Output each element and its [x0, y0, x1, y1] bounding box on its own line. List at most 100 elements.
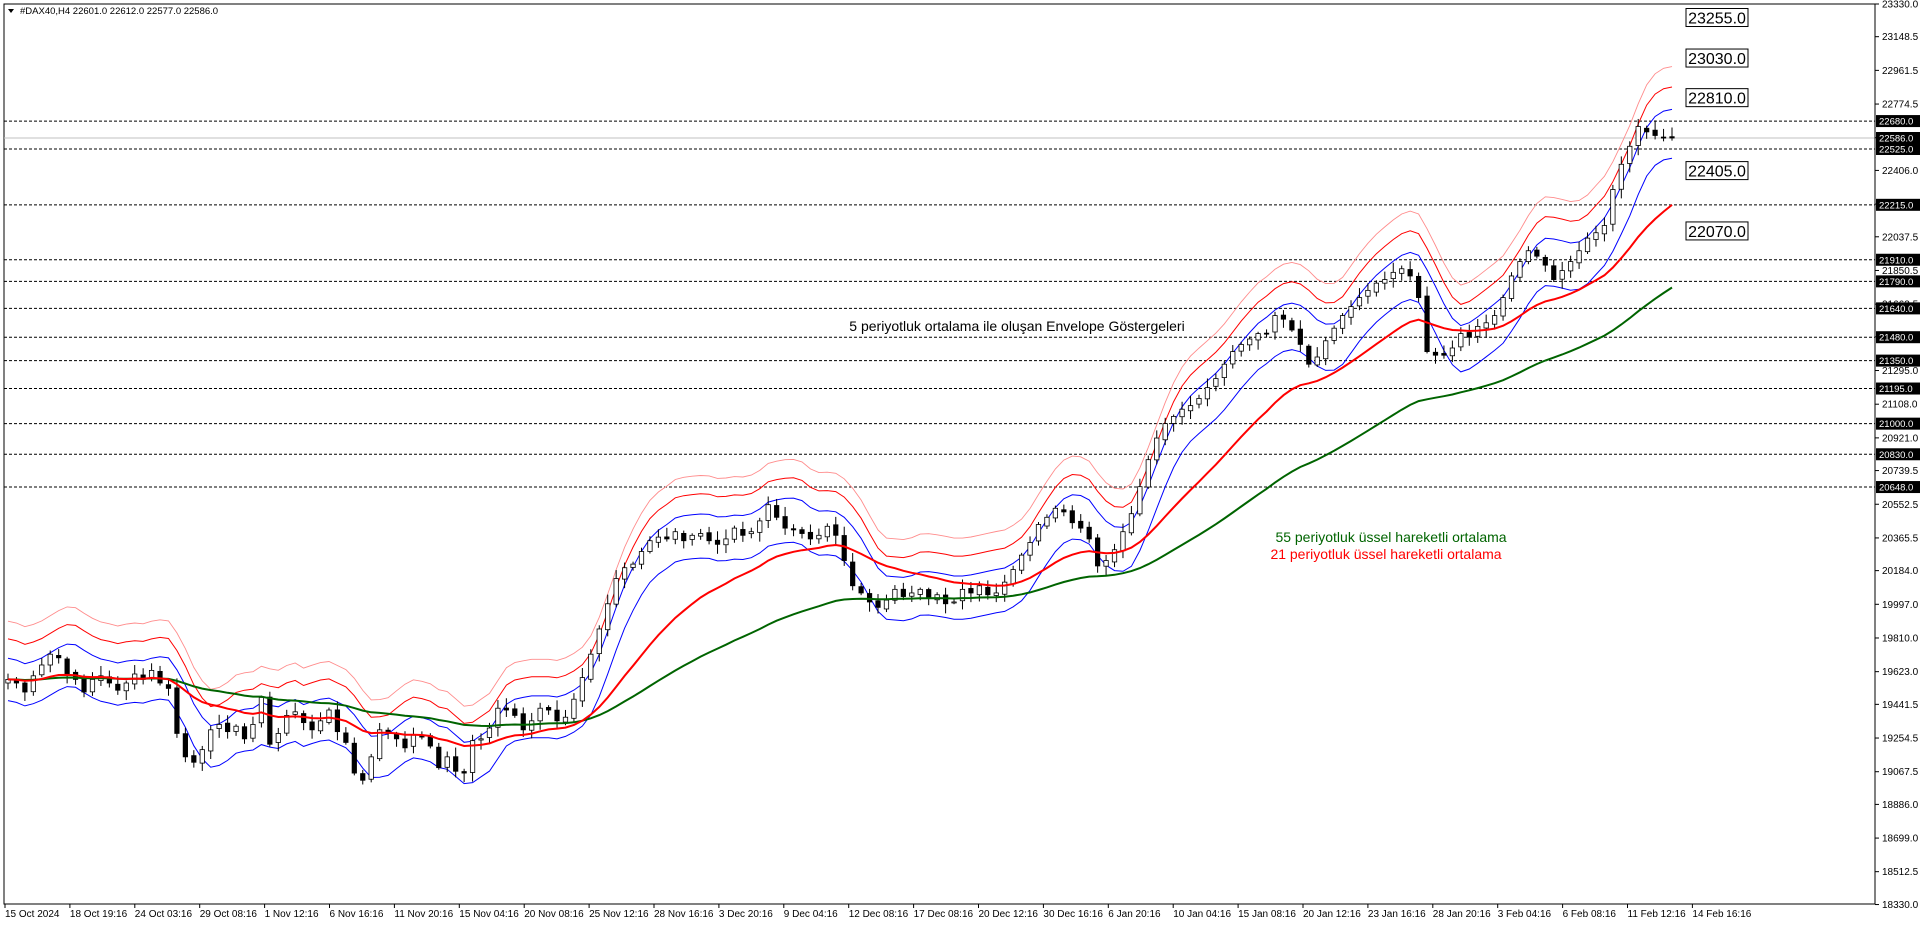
- candle-body: [1441, 353, 1447, 356]
- level-tag-label: 20648.0: [1879, 483, 1913, 494]
- candle-body: [199, 749, 205, 764]
- candle-body: [1559, 270, 1565, 280]
- candle-body: [858, 586, 864, 594]
- candle-body: [1238, 344, 1244, 352]
- time-tick-label: 11 Nov 20:16: [394, 909, 453, 920]
- level-label-text: 22405.0: [1688, 164, 1746, 181]
- candle-body: [1458, 333, 1464, 348]
- candle-body: [1534, 249, 1540, 257]
- level-tag-box: [1876, 448, 1920, 461]
- candle-body: [1044, 516, 1050, 527]
- time-tick-label: 28 Jan 20:16: [1433, 909, 1491, 920]
- candle-body: [1627, 145, 1633, 164]
- candle-body: [909, 592, 915, 597]
- candle-body: [208, 729, 214, 752]
- candle-body: [1019, 554, 1025, 571]
- candle-body: [757, 520, 763, 533]
- candle-body: [833, 524, 839, 536]
- candle-body: [1593, 232, 1599, 240]
- candle-body: [706, 532, 712, 542]
- envelope-annotation: 5 periyotluk ortalama ile oluşan Envelop…: [849, 318, 1184, 334]
- candle-body: [1289, 320, 1295, 331]
- time-axis: 15 Oct 2024 18 Oct 19:16 24 Oct 03:16 29 Oc…: [4, 903, 1875, 920]
- candle-body: [225, 722, 231, 733]
- candle-body: [993, 592, 999, 596]
- candle-body: [630, 563, 636, 568]
- candle-body: [1323, 340, 1329, 360]
- candle-body: [174, 687, 180, 734]
- upper-envelope-inner: [7, 108, 1673, 743]
- candle-body: [748, 531, 754, 535]
- time-tick-label: 9 Dec 04:16: [784, 909, 838, 920]
- candle-body: [275, 733, 281, 743]
- candle-body: [1078, 520, 1084, 529]
- candle-body: [1407, 269, 1413, 277]
- candle-body: [1669, 136, 1675, 139]
- time-tick-label: 11 Feb 12:16: [1628, 909, 1687, 920]
- candle-body: [334, 709, 341, 733]
- candle-body: [1213, 378, 1219, 387]
- candle-body: [1154, 437, 1160, 461]
- level-label-box: [1685, 221, 1749, 241]
- candle-body: [664, 536, 670, 540]
- level-tag-box: [1876, 198, 1920, 211]
- candle-body: [1610, 189, 1616, 225]
- candle-body: [1061, 509, 1067, 513]
- price-tick-label: 18512.5: [1882, 867, 1919, 878]
- candle-body: [579, 677, 585, 702]
- time-tick-label: 6 Nov 16:16: [330, 909, 384, 920]
- candle-body: [182, 733, 188, 758]
- candle-body: [672, 531, 678, 540]
- time-tick-label: 3 Feb 04:16: [1498, 909, 1552, 920]
- candle-body: [850, 561, 856, 587]
- price-tick-label: 18699.0: [1882, 834, 1919, 845]
- time-tick-label: 3 Dec 20:16: [719, 909, 773, 920]
- level-tag-label: 21480.0: [1879, 333, 1913, 344]
- candle-body: [1601, 225, 1608, 235]
- price-tick-label: 21295.0: [1882, 366, 1919, 377]
- candle-body: [740, 529, 746, 536]
- price-tick-label: 19067.5: [1882, 767, 1919, 778]
- level-tag-box: [1876, 302, 1920, 315]
- level-tag-box: [1876, 382, 1920, 395]
- candle-body: [453, 756, 459, 772]
- level-tag-label: 22215.0: [1879, 200, 1913, 211]
- candle-body: [1137, 486, 1143, 515]
- candle-body: [402, 738, 408, 749]
- time-tick-label: 6 Feb 08:16: [1563, 909, 1617, 920]
- candle-body: [790, 528, 797, 531]
- time-tick-label: 14 Feb 16:16: [1692, 909, 1751, 920]
- candle-body: [30, 675, 36, 693]
- time-tick-label: 17 Dec 08:16: [914, 909, 974, 920]
- candle-body: [1542, 256, 1548, 266]
- candle-body: [13, 680, 20, 684]
- price-tick-label: 19254.5: [1882, 734, 1919, 745]
- candle-body: [284, 715, 290, 734]
- candle-body: [816, 534, 822, 540]
- time-tick-label: 10 Jan 04:16: [1173, 909, 1231, 920]
- ema55-line: [7, 286, 1673, 728]
- candle-body: [486, 727, 493, 738]
- candle-body: [900, 588, 906, 597]
- price-tick-label: 21108.0: [1882, 400, 1918, 411]
- candle-body: [1331, 327, 1337, 341]
- candle-body: [866, 593, 873, 603]
- triangle-down-icon[interactable]: [8, 9, 14, 13]
- candle-body: [157, 670, 163, 684]
- time-tick-label: 12 Dec 08:16: [849, 909, 909, 920]
- time-tick-label: 6 Jan 20:16: [1108, 909, 1161, 920]
- candle-body: [1373, 282, 1379, 293]
- candle-body: [1492, 315, 1498, 325]
- candle-body: [689, 534, 695, 540]
- candle-body: [1517, 261, 1523, 278]
- candle-body: [56, 655, 62, 659]
- candle-body: [436, 746, 442, 769]
- level-label-text: 23255.0: [1688, 11, 1746, 28]
- candle-body: [89, 679, 96, 693]
- candle-body: [233, 725, 239, 732]
- candle-body: [165, 684, 172, 689]
- level-label-text: 22070.0: [1688, 224, 1746, 241]
- candle-body: [976, 585, 982, 596]
